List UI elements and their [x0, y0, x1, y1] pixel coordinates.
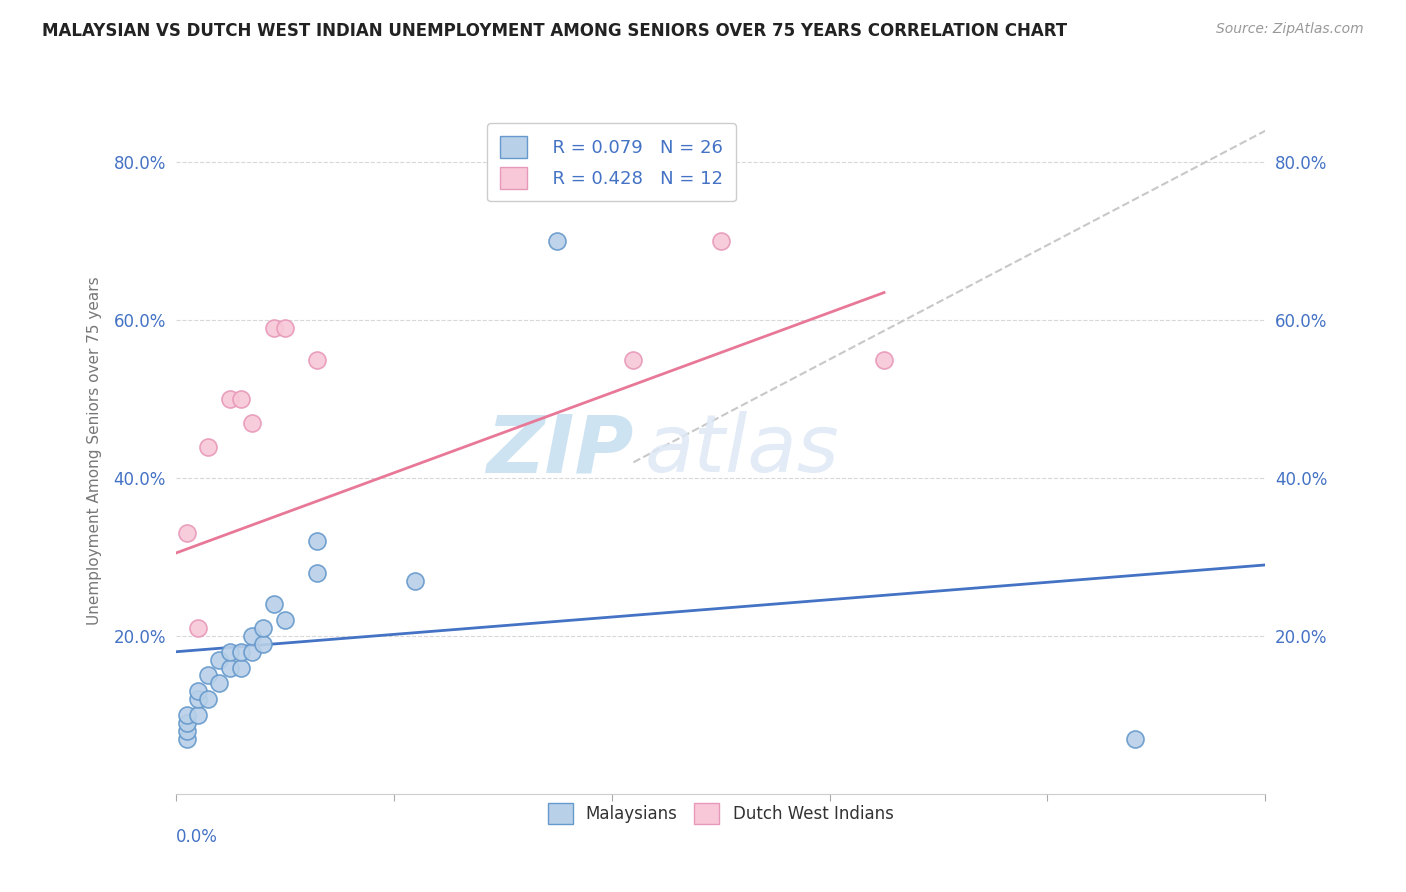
Point [186, 621, 209, 635]
Point [263, 321, 285, 335]
Legend: Malaysians, Dutch West Indians: Malaysians, Dutch West Indians [537, 793, 904, 834]
Point [186, 692, 209, 706]
Point [197, 692, 219, 706]
Point [1123, 731, 1146, 746]
Point [307, 566, 329, 580]
Point [405, 574, 427, 588]
Point [307, 534, 329, 549]
Point [176, 731, 198, 746]
Point [231, 645, 253, 659]
Point [186, 707, 209, 722]
Point [208, 653, 231, 667]
Text: atlas: atlas [644, 411, 839, 490]
Point [208, 676, 231, 690]
Point [307, 352, 329, 367]
Point [252, 637, 274, 651]
Point [710, 234, 733, 248]
Point [546, 234, 568, 248]
Point [621, 352, 644, 367]
Point [176, 723, 198, 738]
Y-axis label: Unemployment Among Seniors over 75 years: Unemployment Among Seniors over 75 years [87, 277, 103, 624]
Point [240, 629, 263, 643]
Point [873, 352, 896, 367]
Point [219, 645, 242, 659]
Point [219, 660, 242, 674]
Point [252, 621, 274, 635]
Point [176, 707, 198, 722]
Point [231, 392, 253, 406]
Point [176, 526, 198, 541]
Point [231, 660, 253, 674]
Text: MALAYSIAN VS DUTCH WEST INDIAN UNEMPLOYMENT AMONG SENIORS OVER 75 YEARS CORRELAT: MALAYSIAN VS DUTCH WEST INDIAN UNEMPLOYM… [42, 22, 1067, 40]
Point [240, 645, 263, 659]
Point [274, 321, 297, 335]
Point [274, 613, 297, 627]
Point [263, 598, 285, 612]
Point [197, 440, 219, 454]
Text: Source: ZipAtlas.com: Source: ZipAtlas.com [1216, 22, 1364, 37]
Point [197, 668, 219, 682]
Point [186, 684, 209, 698]
Point [219, 392, 242, 406]
Text: ZIP: ZIP [486, 411, 633, 490]
Text: 0.0%: 0.0% [176, 828, 218, 846]
Point [240, 416, 263, 430]
Point [176, 715, 198, 730]
